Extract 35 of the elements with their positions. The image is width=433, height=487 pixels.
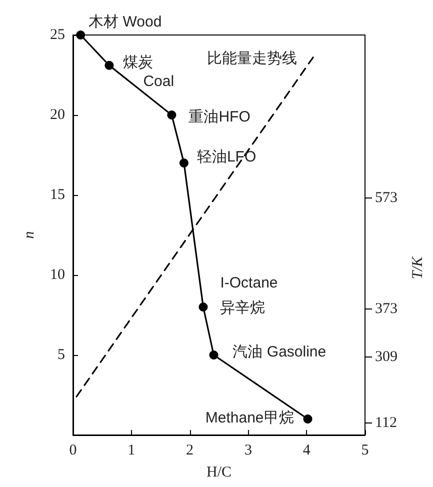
x-tick-label: 3 — [244, 442, 252, 458]
point — [76, 30, 86, 40]
x-tick-label: 2 — [186, 442, 194, 458]
y-tick-label: 20 — [50, 107, 65, 123]
point — [179, 158, 188, 168]
annotation: 煤炭 — [123, 54, 154, 71]
annotation: 汽油 Gasoline — [232, 344, 326, 360]
annotation: 木材 Wood — [88, 14, 162, 30]
annotation: 重油HFO — [188, 108, 250, 126]
annotation: 比能量走势线 — [207, 50, 298, 67]
y2-axis-title: T/K — [410, 256, 426, 280]
text: 309 — [375, 349, 398, 365]
y-tick-label: 25 — [50, 27, 65, 43]
annotation: Methane甲烷 — [205, 410, 294, 426]
point — [167, 110, 176, 120]
x-tick-label: 1 — [128, 442, 136, 458]
text: 373 — [375, 301, 398, 317]
annotation: Coal — [143, 72, 174, 90]
x-axis-title: H/C — [206, 464, 232, 480]
point — [198, 302, 208, 312]
y-axis-title: n — [22, 231, 38, 239]
annotation: 异辛烷 — [220, 300, 266, 316]
point — [104, 60, 114, 70]
x-tick-label: 5 — [361, 442, 369, 458]
y-tick-label: 10 — [50, 267, 65, 283]
point — [209, 350, 218, 360]
text: 112 — [375, 415, 397, 431]
text: 573 — [375, 190, 398, 206]
y-tick-label: 5 — [58, 347, 65, 363]
y-tick-label: 15 — [50, 187, 65, 203]
x-tick-label: 4 — [302, 442, 311, 458]
annotation: 轻油LFO — [196, 148, 256, 166]
x-tick-label: 0 — [69, 442, 77, 458]
point — [303, 414, 312, 424]
annotation: I-Octane — [220, 274, 278, 292]
